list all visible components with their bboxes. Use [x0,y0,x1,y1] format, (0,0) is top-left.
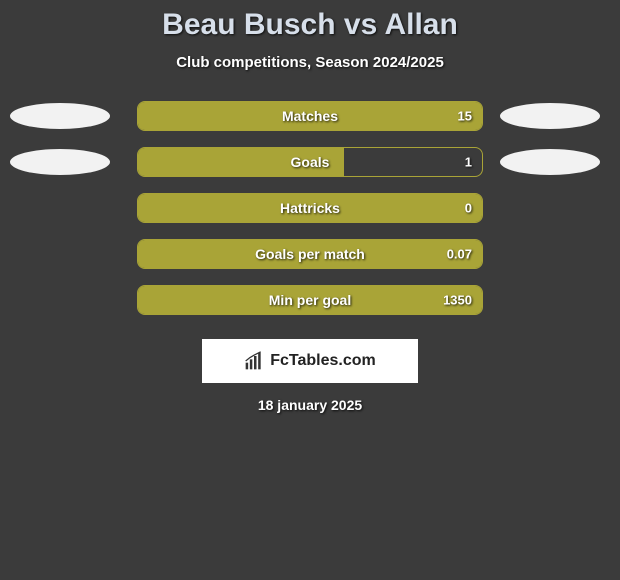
page-title: Beau Busch vs Allan [0,8,620,42]
stat-label: Goals per match [255,246,365,262]
stat-bar-track: Goals per match 0.07 [137,239,483,269]
subtitle: Club competitions, Season 2024/2025 [0,54,620,71]
stat-value: 0 [465,201,472,216]
stat-bar-track: Goals 1 [137,147,483,177]
stat-label: Goals [291,154,330,170]
chart-icon [244,351,264,371]
player-marker-right [500,103,600,129]
stat-row: Matches 15 [0,101,620,131]
stat-label: Min per goal [269,292,351,308]
stat-row: Min per goal 1350 [0,285,620,315]
date-text: 18 january 2025 [0,397,620,413]
stat-label: Matches [282,108,338,124]
stats-rows: Matches 15 Goals 1 Hattricks 0 Goals per match… [0,101,620,315]
logo-box: FcTables.com [202,339,418,383]
player-marker-left [10,149,110,175]
player-marker-left [10,103,110,129]
stat-bar-track: Min per goal 1350 [137,285,483,315]
stat-value: 1350 [443,293,472,308]
stat-bar-track: Matches 15 [137,101,483,131]
comparison-container: Beau Busch vs Allan Club competitions, S… [0,0,620,580]
logo-text: FcTables.com [270,352,376,370]
stat-label: Hattricks [280,200,340,216]
stat-value: 15 [458,109,472,124]
stat-row: Goals per match 0.07 [0,239,620,269]
stat-bar-track: Hattricks 0 [137,193,483,223]
stat-row: Goals 1 [0,147,620,177]
player-marker-right [500,149,600,175]
stat-value: 1 [465,155,472,170]
stat-row: Hattricks 0 [0,193,620,223]
stat-value: 0.07 [447,247,472,262]
